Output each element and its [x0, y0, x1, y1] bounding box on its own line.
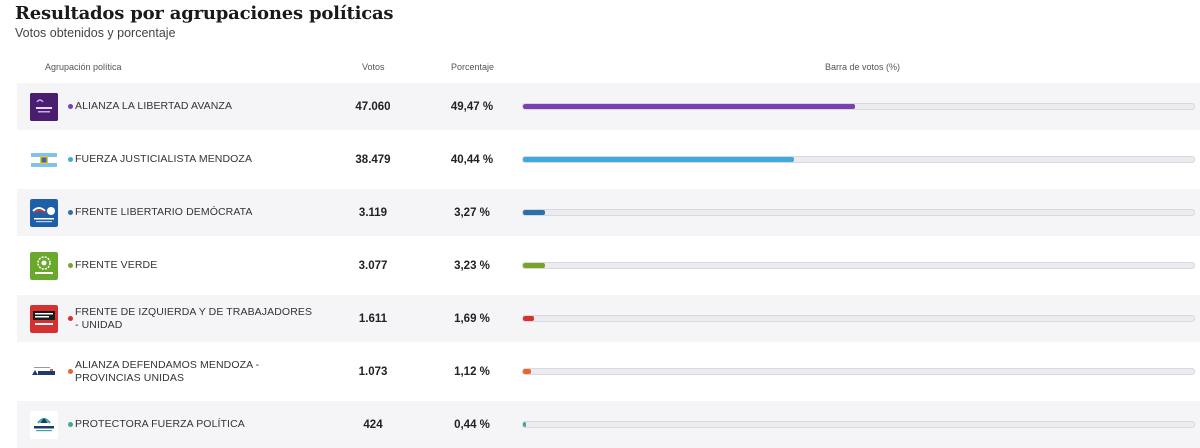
column-header-percentage: Porcentaje: [451, 62, 495, 72]
party-percentage: 1,12 %: [454, 365, 490, 378]
protectora-logo-icon: [30, 411, 58, 439]
column-header-party: Agrupación política: [45, 62, 122, 72]
party-name: ALIANZA LA LIBERTAD AVANZA: [75, 100, 233, 112]
party-votes: 47.060: [355, 100, 391, 113]
table-row: FRENTE DE IZQUIERDA Y DE TRABAJADORES - …: [17, 295, 1200, 342]
vote-bar-fill: [523, 422, 526, 427]
party-votes: 3.077: [358, 259, 388, 272]
column-header-bar: Barra de votos (%): [825, 62, 901, 72]
party-color-dot: [68, 157, 73, 162]
table-row: ALIANZA DEFENDAMOS MENDOZA - PROVINCIAS …: [17, 348, 1200, 395]
party-percentage: 3,23 %: [454, 259, 490, 272]
table-row: ALIANZA LA LIBERTAD AVANZA 47.060 49,47 …: [17, 83, 1200, 130]
vote-bar-track: [522, 209, 1195, 216]
frente-libertario-logo-icon: [30, 199, 58, 227]
party-color-dot: [68, 369, 73, 374]
party-color-dot: [68, 104, 73, 109]
party-percentage: 40,44 %: [450, 153, 494, 166]
vote-bar-fill: [523, 157, 795, 162]
page-title: Resultados por agrupaciones políticas: [15, 3, 394, 24]
fit-unidad-logo-icon: [30, 305, 58, 333]
page-subtitle: Votos obtenidos y porcentaje: [15, 26, 176, 40]
party-percentage: 1,69 %: [454, 312, 490, 325]
mendoza-flag-logo-icon: [30, 146, 58, 174]
libertad-avanza-logo-icon: [30, 93, 58, 121]
party-percentage: 3,27 %: [454, 206, 490, 219]
party-color-dot: [68, 210, 73, 215]
vote-bar-fill: [523, 104, 855, 109]
results-table: ALIANZA LA LIBERTAD AVANZA 47.060 49,47 …: [17, 83, 1200, 448]
party-percentage: 0,44 %: [454, 418, 490, 431]
vote-bar-fill: [523, 210, 545, 215]
party-percentage: 49,47 %: [450, 100, 494, 113]
frente-verde-logo-icon: [30, 252, 58, 280]
party-color-dot: [68, 422, 73, 427]
party-name: FRENTE DE IZQUIERDA Y DE TRABAJADORES - …: [75, 305, 313, 331]
party-color-dot: [68, 316, 73, 321]
table-row: FUERZA JUSTICIALISTA MENDOZA 38.479 40,4…: [17, 136, 1200, 183]
party-name: FUERZA JUSTICIALISTA MENDOZA: [75, 153, 253, 165]
party-color-dot: [68, 263, 73, 268]
table-row: FRENTE LIBERTARIO DEMÓCRATA 3.119 3,27 %: [17, 189, 1200, 236]
party-name: ALIANZA DEFENDAMOS MENDOZA - PROVINCIAS …: [75, 358, 260, 384]
party-votes: 1.611: [358, 312, 388, 325]
table-row: FRENTE VERDE 3.077 3,23 %: [17, 242, 1200, 289]
party-votes: 38.479: [355, 153, 391, 166]
vote-bar-track: [522, 315, 1195, 322]
party-votes: 424: [363, 418, 383, 431]
vote-bar-track: [522, 156, 1195, 163]
vote-bar-track: [522, 368, 1195, 375]
party-name: FRENTE LIBERTARIO DEMÓCRATA: [75, 206, 253, 218]
vote-bar-track: [522, 262, 1195, 269]
vote-bar-track: [522, 103, 1195, 110]
table-row: PROTECTORA FUERZA POLÍTICA 424 0,44 %: [17, 401, 1200, 448]
vote-bar-fill: [523, 263, 545, 268]
provincias-unidas-logo-icon: [30, 358, 58, 386]
vote-bar-track: [522, 421, 1195, 428]
vote-bar-fill: [523, 316, 535, 321]
party-name: PROTECTORA FUERZA POLÍTICA: [75, 418, 245, 430]
vote-bar-fill: [523, 369, 531, 374]
column-header-votes: Votos: [362, 62, 385, 72]
party-votes: 1.073: [358, 365, 388, 378]
party-votes: 3.119: [358, 206, 388, 219]
party-name: FRENTE VERDE: [75, 259, 158, 271]
